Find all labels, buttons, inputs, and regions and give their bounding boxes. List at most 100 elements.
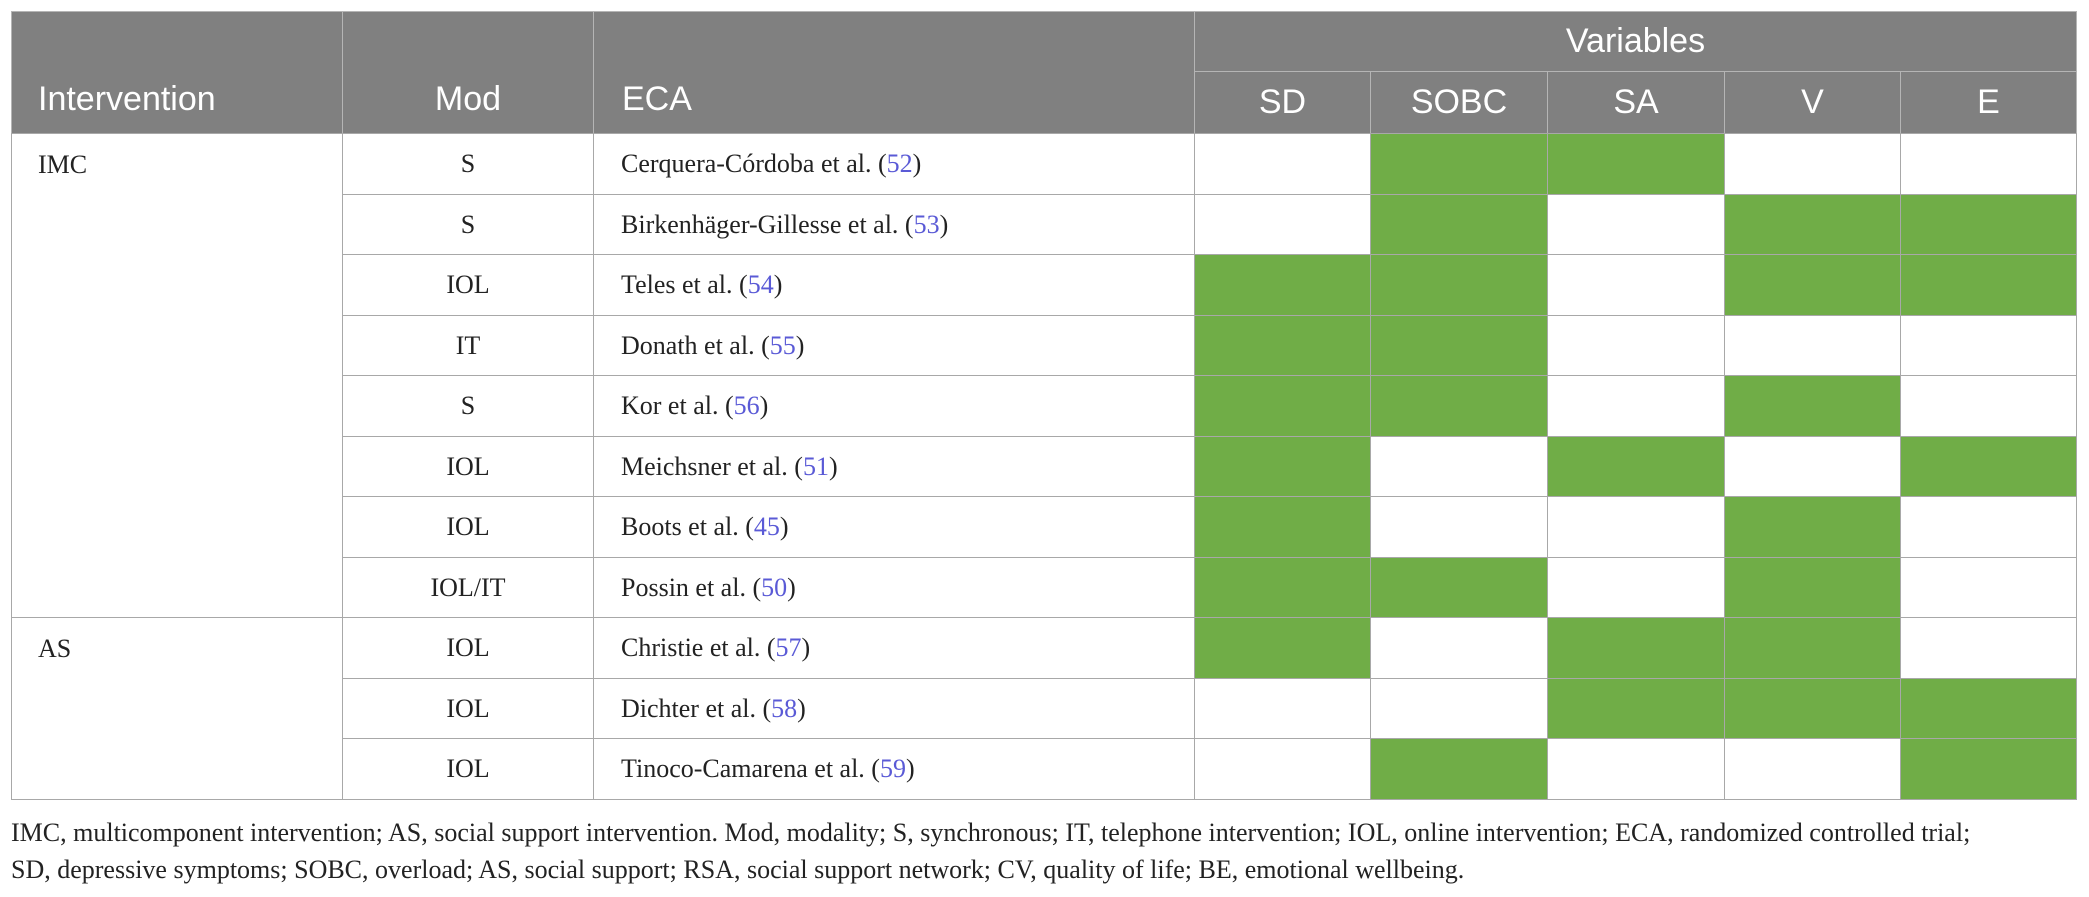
empty-cell	[1194, 194, 1371, 255]
eca-text: Birkenhäger-Gillesse et al. (	[621, 209, 914, 239]
eca-text: )	[759, 391, 769, 420]
filled-cell	[1370, 557, 1548, 618]
empty-cell	[1547, 557, 1725, 618]
eca-text: Cerquera-Córdoba et al. (	[621, 149, 887, 178]
filled-cell	[1194, 436, 1371, 497]
empty-cell	[1547, 496, 1725, 558]
empty-cell	[1724, 738, 1901, 800]
reference-link: 52	[886, 149, 913, 178]
filled-cell	[1900, 678, 2077, 739]
eca-text: )	[905, 754, 915, 783]
mod-cell: S	[342, 194, 594, 255]
filled-cell	[1194, 617, 1371, 679]
filled-cell	[1724, 557, 1901, 618]
empty-cell	[1900, 375, 2077, 437]
eca-cell: Possin et al. (50)	[593, 557, 1195, 618]
filled-cell	[1724, 496, 1901, 558]
empty-cell	[1370, 617, 1548, 679]
reference-link: 50	[761, 572, 788, 602]
intervention-cell: IMC	[11, 133, 343, 618]
filled-cell	[1900, 194, 2077, 255]
empty-cell	[1547, 738, 1725, 800]
mod-cell: IOL	[342, 678, 594, 739]
empty-cell	[1900, 496, 2077, 558]
eca-text: Boots et al. (	[621, 512, 754, 541]
header-cell: V	[1724, 71, 1901, 134]
reference-link: 51	[802, 451, 829, 481]
header-cell: Intervention	[11, 11, 343, 134]
filled-cell	[1724, 678, 1901, 739]
eca-text: )	[773, 270, 783, 299]
header-cell: SA	[1547, 71, 1725, 134]
reference-link: 58	[771, 693, 798, 723]
mod-cell: IOL	[342, 738, 594, 800]
filled-cell	[1547, 436, 1725, 497]
filled-cell	[1724, 375, 1901, 437]
empty-cell	[1900, 617, 2077, 679]
eca-text: Tinoco-Camarena et al. (	[621, 754, 880, 783]
eca-cell: Meichsner et al. (51)	[593, 436, 1195, 497]
eca-text: )	[828, 451, 838, 481]
header-cell: ECA	[593, 11, 1195, 134]
header-cell: E	[1900, 71, 2077, 134]
empty-cell	[1194, 738, 1371, 800]
eca-text: )	[779, 512, 789, 541]
reference-link: 53	[913, 209, 940, 239]
empty-cell	[1900, 315, 2077, 376]
eca-cell: Birkenhäger-Gillesse et al. (53)	[593, 194, 1195, 255]
footnote: IMC, multicomponent intervention; AS, so…	[11, 818, 1971, 847]
empty-cell	[1724, 133, 1901, 195]
header-cell: Variables	[1194, 11, 2077, 72]
reference-link: 54	[747, 270, 774, 299]
mod-cell: IOL/IT	[342, 557, 594, 618]
eca-cell: Boots et al. (45)	[593, 496, 1195, 558]
filled-cell	[1194, 557, 1371, 618]
filled-cell	[1547, 133, 1725, 195]
mod-cell: IT	[342, 315, 594, 376]
empty-cell	[1370, 678, 1548, 739]
eca-cell: Cerquera-Córdoba et al. (52)	[593, 133, 1195, 195]
eca-text: )	[787, 572, 796, 602]
header-cell: SD	[1194, 71, 1371, 134]
eca-cell: Teles et al. (54)	[593, 254, 1195, 316]
filled-cell	[1370, 254, 1548, 316]
filled-cell	[1547, 617, 1725, 679]
eca-text: Meichsner et al. (	[621, 451, 803, 481]
filled-cell	[1194, 315, 1371, 376]
mod-cell: IOL	[342, 496, 594, 558]
reference-link: 59	[879, 754, 906, 783]
empty-cell	[1547, 254, 1725, 316]
empty-cell	[1900, 133, 2077, 195]
mod-cell: IOL	[342, 254, 594, 316]
header-cell: SOBC	[1370, 71, 1548, 134]
filled-cell	[1370, 315, 1548, 376]
filled-cell	[1724, 194, 1901, 255]
filled-cell	[1194, 254, 1371, 316]
reference-link: 55	[769, 330, 796, 360]
filled-cell	[1370, 375, 1548, 437]
empty-cell	[1370, 436, 1548, 497]
mod-cell: IOL	[342, 617, 594, 679]
eca-cell: Dichter et al. (58)	[593, 678, 1195, 739]
filled-cell	[1724, 617, 1901, 679]
reference-link: 57	[775, 633, 802, 662]
reference-link: 45	[753, 512, 780, 541]
filled-cell	[1900, 738, 2077, 800]
mod-cell: S	[342, 375, 594, 437]
eca-text: Possin et al. (	[621, 572, 762, 602]
intervention-cell: AS	[11, 617, 343, 800]
empty-cell	[1900, 557, 2077, 618]
eca-text: )	[797, 693, 806, 723]
eca-text: Christie et al. (	[621, 633, 776, 662]
empty-cell	[1194, 678, 1371, 739]
footnote: SD, depressive symptoms; SOBC, overload;…	[11, 855, 1465, 884]
filled-cell	[1900, 436, 2077, 497]
filled-cell	[1194, 375, 1371, 437]
eca-text: Kor et al. (	[621, 391, 734, 420]
filled-cell	[1370, 738, 1548, 800]
mod-cell: S	[342, 133, 594, 195]
filled-cell	[1547, 678, 1725, 739]
eca-text: )	[801, 633, 811, 662]
eca-text: )	[912, 149, 922, 178]
